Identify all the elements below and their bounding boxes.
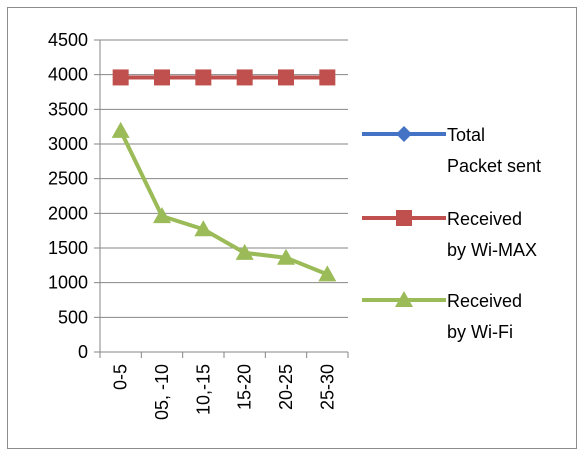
legend-label: by Wi-MAX (447, 240, 537, 260)
legend-swatch-marker (396, 210, 412, 226)
x-tick-label: 25-30 (317, 364, 337, 410)
legend-swatch-marker (395, 291, 413, 307)
y-tick-label: 4000 (48, 65, 88, 85)
legend-label: by Wi-Fi (447, 322, 513, 342)
data-point (236, 69, 253, 86)
legend-item: Received by Wi-Fi (362, 291, 522, 342)
legend-label: Total (447, 125, 485, 145)
legend-item: Received by Wi-MAX (362, 209, 537, 260)
gridlines (100, 39, 348, 318)
legend-item: Total Packet sent (362, 125, 541, 176)
y-tick-label: 3500 (48, 99, 88, 119)
series-3 (111, 121, 337, 282)
y-axis-tick-labels: 0 500 1000 1500 2000 2500 3000 3500 4000 4500 (48, 30, 88, 362)
data-point (112, 69, 129, 86)
data-point (111, 121, 130, 138)
y-tick-label: 3000 (48, 134, 88, 154)
data-point (278, 69, 294, 86)
data-point (318, 265, 337, 282)
data-point (194, 220, 213, 237)
y-tick-label: 4500 (48, 30, 88, 50)
series-2 (112, 69, 336, 86)
data-point (153, 207, 171, 224)
legend-swatch-marker (396, 126, 412, 142)
axes (94, 39, 349, 358)
x-tick-label: 0-5 (111, 364, 131, 390)
x-tick-label: 15-20 (235, 364, 255, 410)
legend-label: Received (447, 209, 522, 229)
y-tick-label: 500 (58, 307, 88, 327)
data-point (154, 69, 170, 86)
x-tick-label: 20-25 (276, 364, 296, 410)
series-line (118, 129, 329, 277)
legend-label: Packet sent (447, 156, 541, 176)
legend-label: Received (447, 291, 522, 311)
y-tick-label: 2500 (48, 169, 88, 189)
y-tick-label: 1000 (48, 273, 88, 293)
y-tick-label: 2000 (48, 203, 88, 223)
series-lines (111, 69, 337, 282)
data-point (235, 243, 254, 260)
x-tick-label: 10,-15 (193, 364, 213, 415)
y-tick-label: 0 (78, 342, 88, 362)
data-point (277, 248, 295, 265)
x-axis-tick-labels: 0-5 05, -10 10,-15 15-20 20-25 25-30 (111, 364, 338, 420)
data-point (319, 69, 336, 86)
y-tick-label: 1500 (48, 238, 88, 258)
x-tick-label: 05, -10 (152, 364, 172, 420)
data-point (195, 69, 212, 86)
